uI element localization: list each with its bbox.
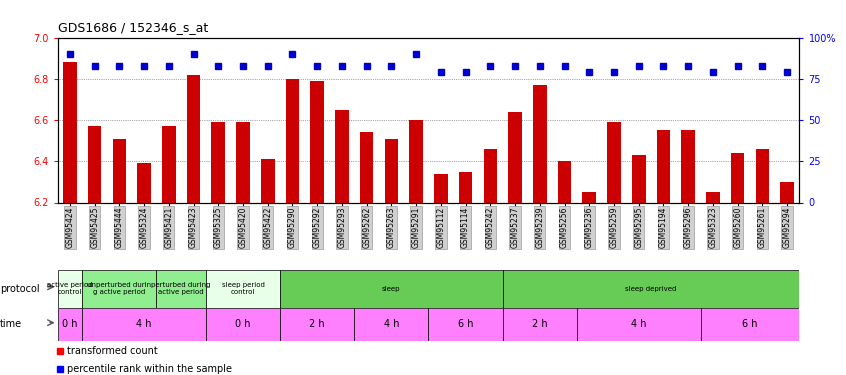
Bar <box>58 270 82 308</box>
Text: 6 h: 6 h <box>742 320 758 329</box>
Bar <box>558 161 571 202</box>
Bar <box>700 308 799 341</box>
Bar <box>280 270 503 308</box>
Bar <box>577 308 700 341</box>
Bar <box>656 130 670 203</box>
Bar <box>162 126 176 202</box>
Bar <box>286 79 299 203</box>
Bar <box>310 81 324 203</box>
Bar <box>632 155 645 203</box>
Bar <box>503 270 799 308</box>
Bar <box>503 308 577 341</box>
Text: 2 h: 2 h <box>310 320 325 329</box>
Bar <box>88 126 102 202</box>
Bar <box>58 308 82 341</box>
Bar <box>484 149 497 202</box>
Bar <box>137 164 151 202</box>
Bar <box>360 132 373 202</box>
Bar <box>113 139 126 202</box>
Text: active period
control: active period control <box>47 282 93 295</box>
Bar <box>82 308 206 341</box>
Bar <box>706 192 720 202</box>
Text: 6 h: 6 h <box>458 320 474 329</box>
Text: percentile rank within the sample: percentile rank within the sample <box>67 364 232 374</box>
Bar <box>533 85 547 202</box>
Text: transformed count: transformed count <box>67 346 157 356</box>
Text: 2 h: 2 h <box>532 320 547 329</box>
Bar <box>206 270 280 308</box>
Text: perturbed during
active period: perturbed during active period <box>151 282 211 295</box>
Bar <box>82 270 157 308</box>
Bar <box>582 192 596 202</box>
Bar <box>409 120 423 202</box>
Text: 0 h: 0 h <box>62 320 78 329</box>
Bar <box>157 270 206 308</box>
Bar <box>187 75 201 202</box>
Bar <box>434 174 448 202</box>
Text: 0 h: 0 h <box>235 320 250 329</box>
Bar <box>731 153 744 203</box>
Bar <box>508 112 522 202</box>
Text: 4 h: 4 h <box>631 320 646 329</box>
Text: sleep period
control: sleep period control <box>222 282 265 295</box>
Bar <box>236 122 250 202</box>
Bar <box>63 62 77 202</box>
Bar <box>755 149 769 202</box>
Text: time: time <box>0 320 22 329</box>
Text: sleep deprived: sleep deprived <box>625 286 677 292</box>
Text: unperturbed durin
g active period: unperturbed durin g active period <box>87 282 151 295</box>
Bar <box>354 308 428 341</box>
Bar <box>459 172 472 202</box>
Text: 4 h: 4 h <box>383 320 399 329</box>
Text: protocol: protocol <box>0 284 40 294</box>
Text: 4 h: 4 h <box>136 320 151 329</box>
Bar <box>607 122 621 202</box>
Text: GDS1686 / 152346_s_at: GDS1686 / 152346_s_at <box>58 21 208 34</box>
Bar <box>385 139 398 202</box>
Bar <box>428 308 503 341</box>
Bar <box>335 110 349 202</box>
Bar <box>280 308 354 341</box>
Bar <box>780 182 794 203</box>
Bar <box>681 130 695 203</box>
Bar <box>212 122 225 202</box>
Text: sleep: sleep <box>382 286 401 292</box>
Bar <box>206 308 280 341</box>
Bar <box>261 159 275 203</box>
